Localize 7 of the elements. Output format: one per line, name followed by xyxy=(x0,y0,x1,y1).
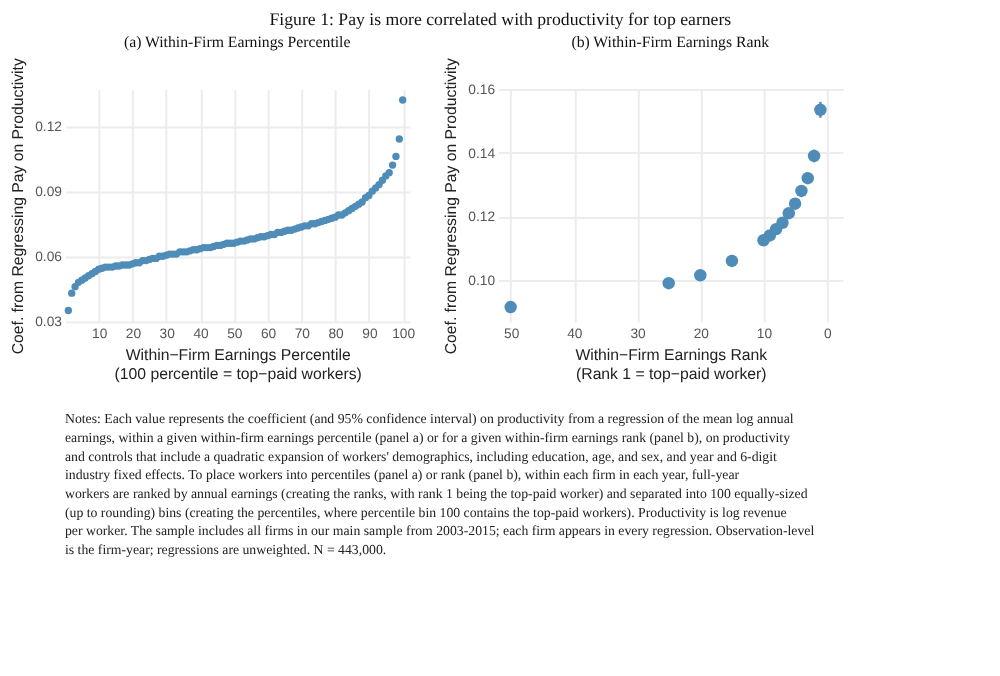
chart-subtitle: (a) Within-Firm Earnings Percentile xyxy=(123,33,352,52)
y-axis-title: Coef. from Regressing Pay on Productivity xyxy=(9,58,28,355)
chart-title: (b) Within-Firm Earnings Rank xyxy=(571,33,770,52)
text: Figure 1: Pay is more correlated with productivity for top earners xyxy=(269,9,733,30)
y-axis-title: Coef. from Regressing Pay on Productivity xyxy=(442,58,461,355)
x-axis-title: Within−Firm Earnings Percentile (100 percentile = top−paid workers) xyxy=(114,345,363,384)
x-axis-title: Within−Firm Earnings Rank (Rank 1 = top−paid worker) xyxy=(575,345,768,384)
